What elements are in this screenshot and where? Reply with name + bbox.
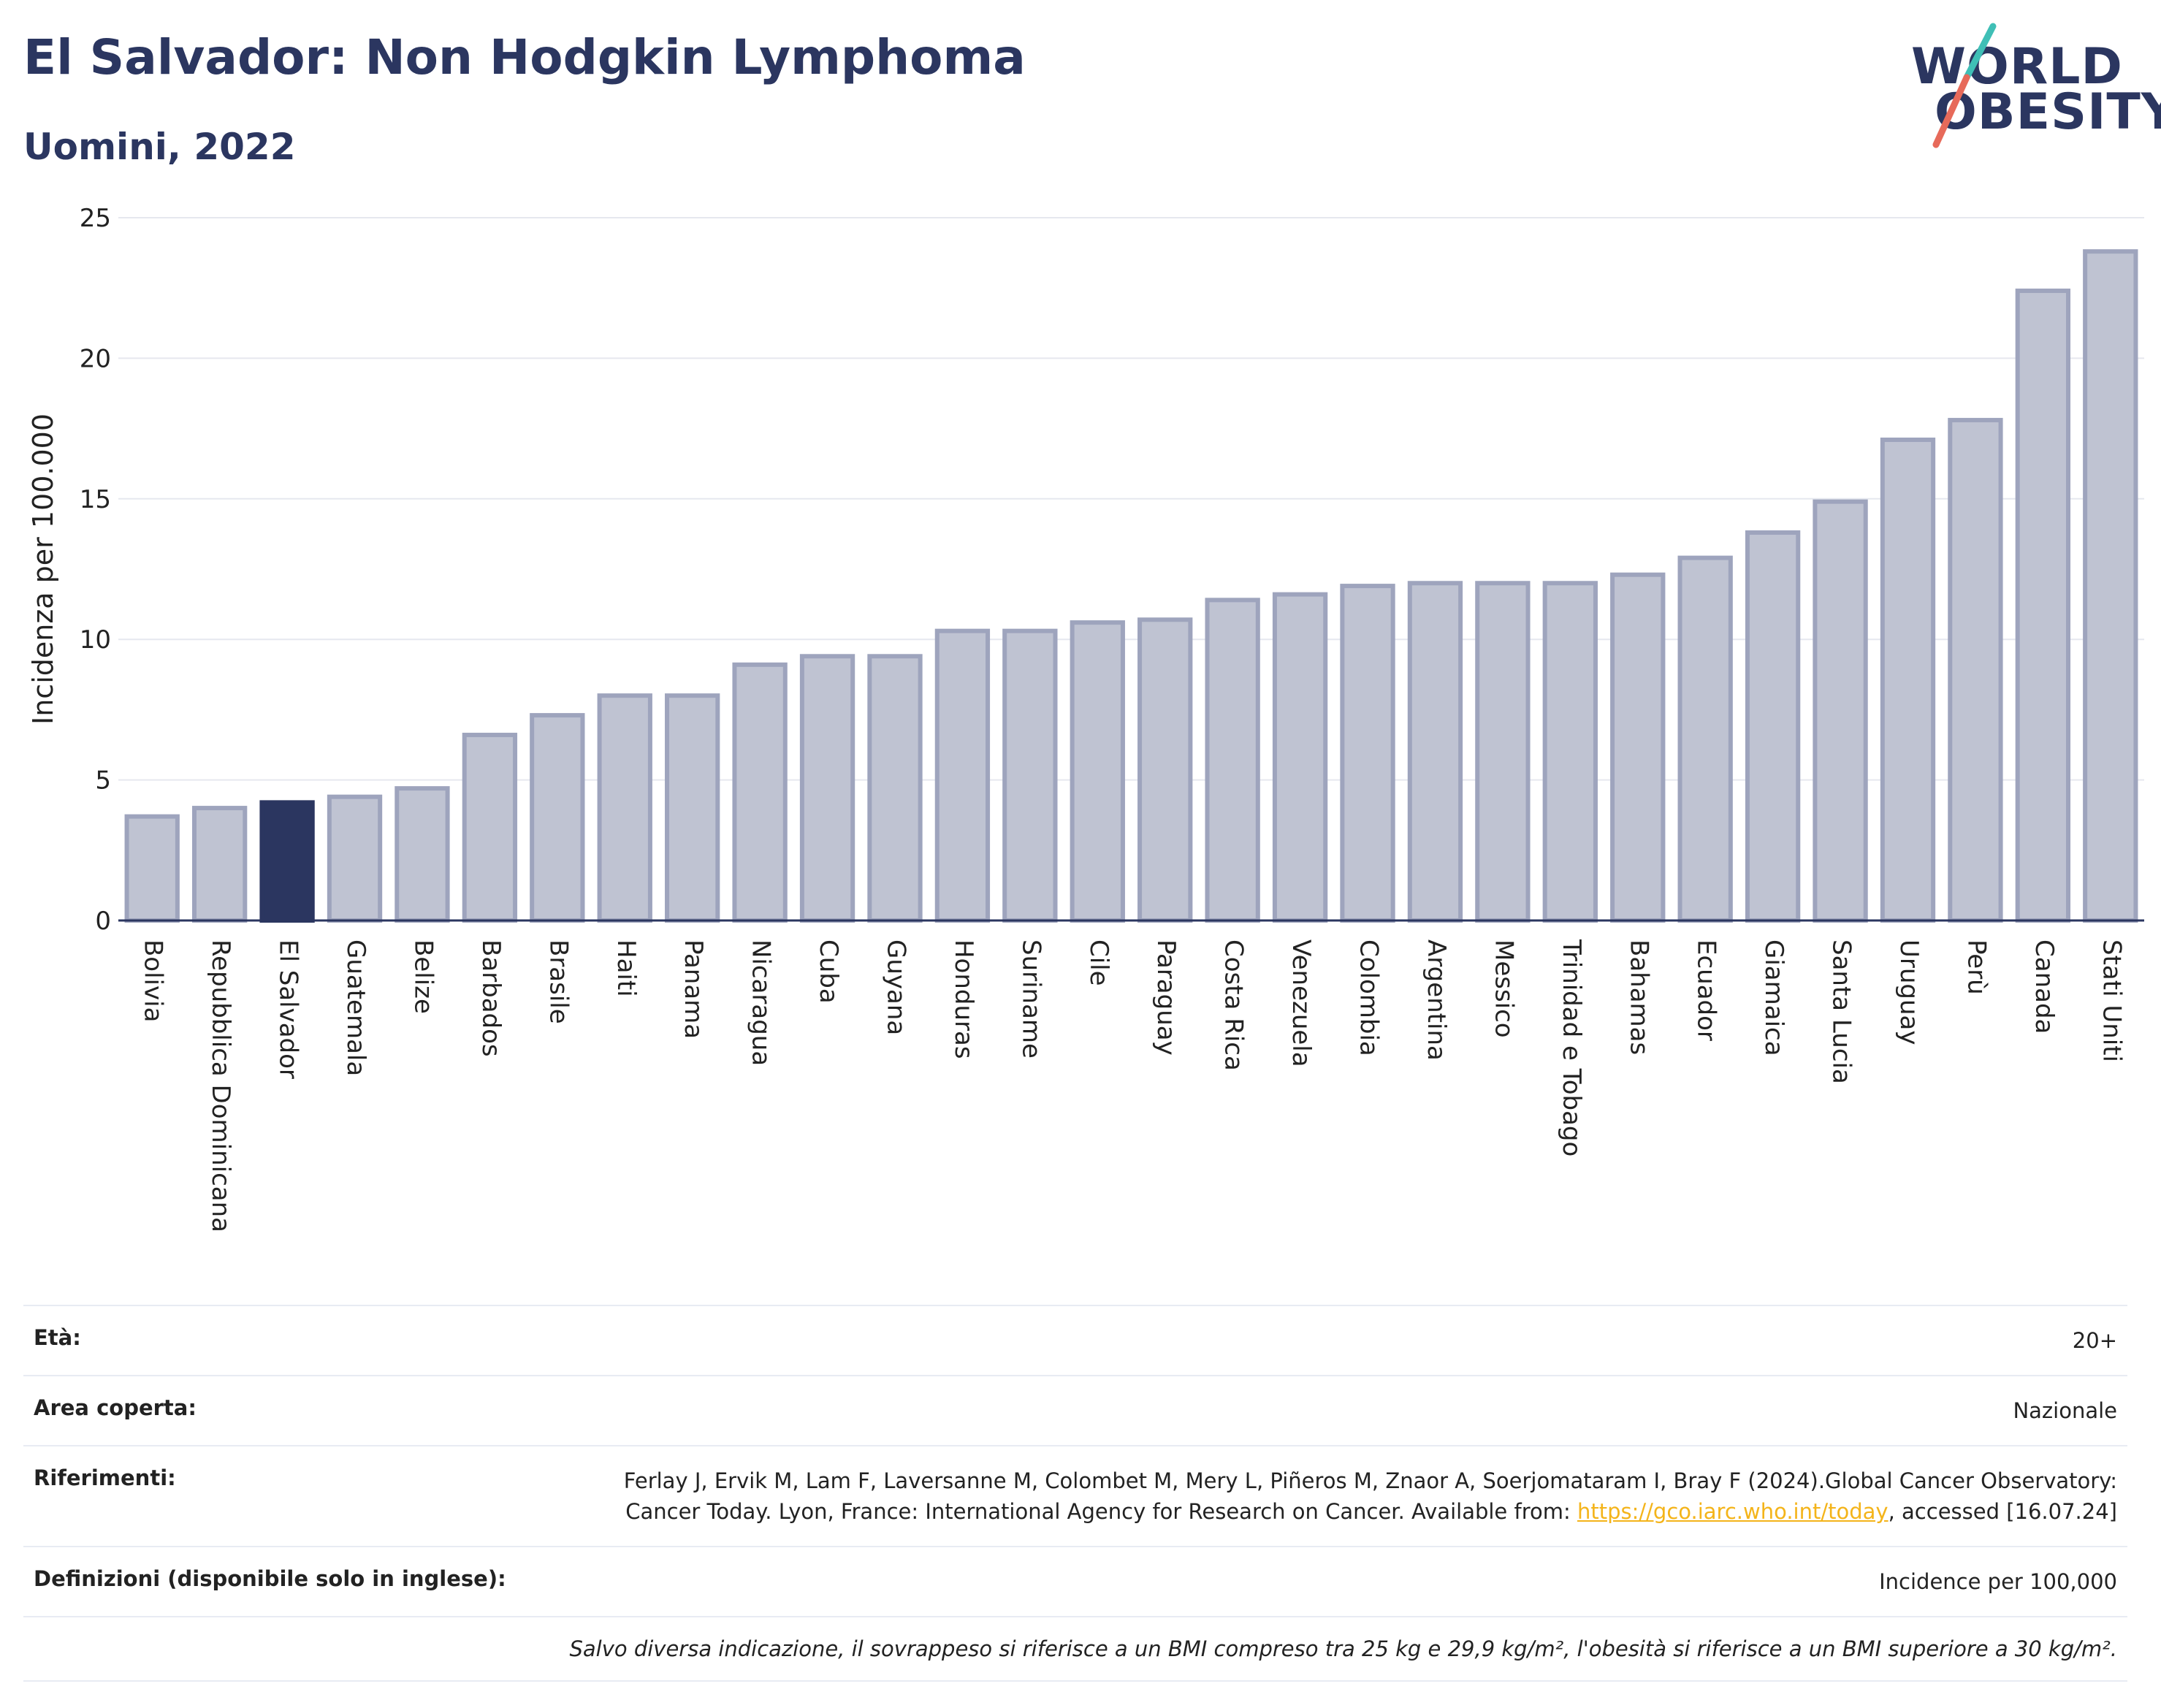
age-label: Età:	[34, 1325, 81, 1350]
bar	[191, 806, 248, 923]
bar	[665, 693, 720, 923]
bar	[1205, 598, 1260, 923]
bar	[1880, 437, 1936, 923]
bar	[2083, 249, 2138, 923]
x-tick-label: Uruguay	[1894, 939, 1924, 1045]
references-label: Riferimenti:	[34, 1465, 176, 1491]
bar	[597, 693, 652, 923]
x-tick-label: Barbados	[476, 939, 506, 1057]
x-tick-label: Canada	[2029, 939, 2059, 1034]
logo-line-1: WORLD	[1911, 38, 2123, 96]
x-tick-label: Colombia	[1354, 939, 1384, 1056]
bar	[732, 662, 788, 923]
x-tick-label: Guatemala	[341, 939, 370, 1076]
x-tick-label: Venezuela	[1287, 939, 1316, 1067]
x-tick-label: Brasile	[544, 939, 573, 1024]
y-tick-label: 25	[80, 204, 111, 233]
x-tick-label: Argentina	[1422, 939, 1451, 1061]
bar	[867, 654, 923, 923]
bar	[934, 628, 991, 923]
bar	[1002, 628, 1058, 923]
area-value: Nazionale	[2013, 1398, 2117, 1424]
x-tick-label: Bolivia	[139, 939, 168, 1022]
bar	[1542, 581, 1598, 923]
x-tick-label: Haiti	[611, 939, 641, 997]
x-tick-label: Paraguay	[1151, 939, 1181, 1056]
x-tick-label: Guyana	[881, 939, 910, 1035]
y-tick-label: 0	[95, 907, 111, 936]
references-accessed: , accessed [16.07.24]	[1888, 1499, 2117, 1525]
bar	[395, 786, 450, 923]
y-tick-label: 20	[80, 344, 111, 373]
x-tick-label: Stati Uniti	[2097, 939, 2126, 1062]
page-title: El Salvador: Non Hodgkin Lymphoma	[23, 29, 1026, 85]
x-tick-label: Cuba	[814, 939, 843, 1004]
x-tick-label: Suriname	[1016, 939, 1045, 1059]
bmi-note: Salvo diversa indicazione, il sovrappeso…	[23, 1616, 2127, 1682]
bar	[124, 814, 180, 923]
y-tick-label: 15	[80, 485, 111, 514]
x-tick-label: Trinidad e Tobago	[1557, 939, 1586, 1156]
definitions-label: Definizioni (disponibile solo in inglese…	[34, 1566, 506, 1592]
x-tick-label: Santa Lucia	[1827, 939, 1856, 1084]
x-tick-label: Messico	[1489, 939, 1518, 1038]
age-value: 20+	[2072, 1328, 2117, 1353]
y-tick-label: 5	[95, 766, 111, 796]
bar	[1677, 555, 1733, 923]
bar	[259, 800, 315, 923]
bar	[1610, 572, 1666, 923]
bar	[327, 794, 383, 923]
bar	[1745, 530, 1801, 923]
bar	[462, 733, 518, 923]
x-tick-label: Giamaica	[1759, 939, 1788, 1056]
x-tick-label: Repubblica Dominicana	[206, 939, 235, 1232]
references-link[interactable]: https://gco.iarc.who.int/today	[1577, 1499, 1889, 1525]
bar	[1340, 584, 1395, 923]
x-tick-label: Panama	[679, 939, 708, 1039]
bar	[1137, 617, 1193, 923]
x-tick-label: Bahamas	[1624, 939, 1653, 1055]
bar	[530, 713, 585, 923]
x-tick-label: Ecuador	[1692, 939, 1721, 1041]
references-value: Ferlay J, Ervik M, Lam F, Laversanne M, …	[583, 1465, 2117, 1527]
info-row-area: Area coperta: Nazionale	[23, 1375, 2127, 1445]
references-text: Ferlay J, Ervik M, Lam F, Laversanne M, …	[623, 1468, 2117, 1525]
page-subtitle: Uomini, 2022	[23, 126, 296, 168]
info-table: Età: 20+ Area coperta: Nazionale Riferim…	[23, 1305, 2127, 1682]
x-tick-label: Perù	[1962, 939, 1991, 995]
world-obesity-logo: WORLD OBESITY	[1907, 20, 2161, 159]
x-tick-label: Belize	[408, 939, 438, 1014]
bar	[1475, 581, 1531, 923]
info-row-definitions: Definizioni (disponibile solo in inglese…	[23, 1546, 2127, 1616]
x-tick-label: Honduras	[949, 939, 978, 1059]
bar	[1070, 620, 1125, 923]
x-tick-label: Nicaragua	[747, 939, 776, 1066]
x-tick-label: Costa Rica	[1219, 939, 1249, 1071]
bar	[1948, 418, 2003, 923]
bar	[1272, 592, 1328, 923]
bar	[1813, 499, 1868, 923]
y-tick-label: 10	[80, 625, 111, 655]
bar	[1407, 581, 1463, 923]
logo-line-2: OBESITY	[1935, 83, 2161, 141]
y-axis-label: Incidenza per 100.000	[27, 413, 59, 725]
definitions-value: Incidence per 100,000	[1879, 1569, 2117, 1595]
x-tick-label: Cile	[1084, 939, 1113, 986]
bar	[2015, 289, 2071, 923]
info-row-age: Età: 20+	[23, 1305, 2127, 1375]
info-row-references: Riferimenti: Ferlay J, Ervik M, Lam F, L…	[23, 1445, 2127, 1546]
logo-slash-icon	[1932, 23, 1997, 148]
area-label: Area coperta:	[34, 1395, 197, 1421]
x-tick-label: El Salvador	[274, 939, 303, 1079]
bar	[799, 654, 855, 923]
bar-chart: 0 5 10 15 20 25 Incidenza per 100.000 Bolivia Re…	[27, 204, 2144, 1232]
